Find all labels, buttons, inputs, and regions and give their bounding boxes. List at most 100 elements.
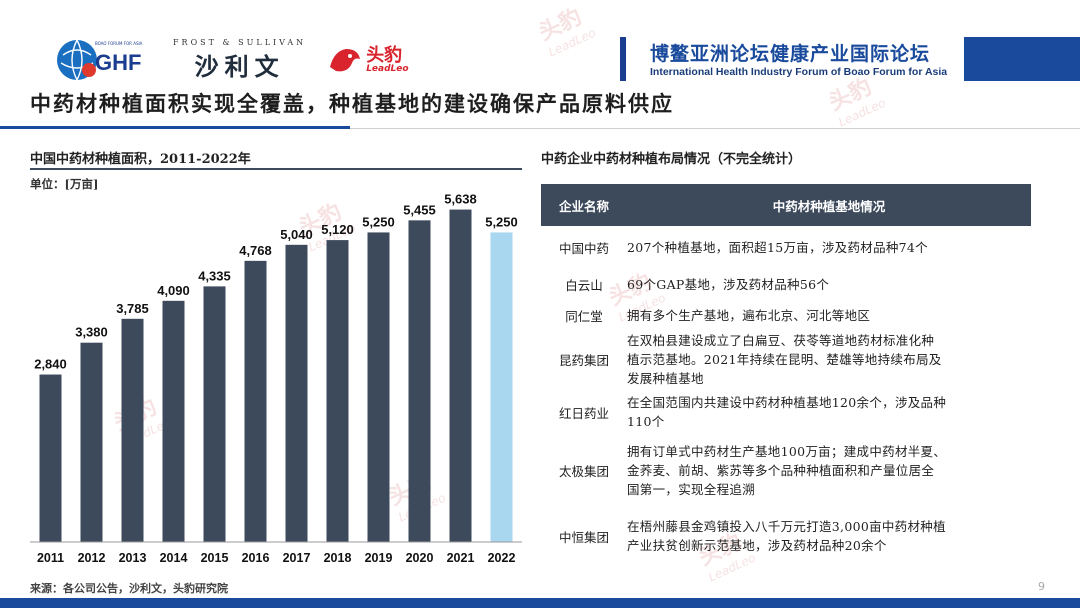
x-tick-label: 2013 (119, 551, 147, 565)
x-tick-label: 2015 (201, 551, 229, 565)
page-number: 9 (1038, 580, 1045, 593)
detail-line: 国第一，实现全程追溯 (627, 481, 756, 497)
detail-line: 拥有订单式中药材生产基地100万亩；建成中药材半夏、 (627, 443, 947, 459)
chart-heading: 中国中药材种植面积，2011-2022年 (30, 152, 251, 167)
source-note: 来源：各公司公告，沙利文，头豹研究院 (30, 582, 228, 595)
x-tick-label: 2020 (406, 551, 434, 565)
data-label: 5,250 (362, 214, 395, 229)
x-tick-label: 2012 (78, 551, 106, 565)
fs-logo-top: FROST & SULLIVAN (173, 38, 307, 47)
data-label: 5,455 (403, 202, 436, 217)
x-tick-label: 2019 (365, 551, 393, 565)
frost-sullivan-logo: FROST & SULLIVAN 沙利文 (173, 38, 306, 82)
bar-2022 (490, 232, 513, 542)
data-label: 5,250 (485, 214, 518, 229)
detail-line: 产业扶贫创新示范基地，涉及药材品种20余个 (627, 538, 887, 553)
company-name: 白云山 (565, 277, 603, 293)
table-row: 中国中药 207个种植基地，面积超15万亩，涉及药材品种74个 (541, 228, 1031, 266)
title-accent (0, 126, 350, 129)
bar-chart: 2,840 2011 3,380 2012 3,785 2013 4,090 2014 4,33… (30, 192, 522, 565)
enterprise-table: 企业名称 中药材种植基地情况 中国中药 207个种植基地，面积超15万亩，涉及药… (541, 184, 1031, 553)
company-detail: 在双柏县建设成立了白扁豆、茯苓等道地药材标准化种 植示范基地。2021年持续在昆… (627, 331, 1031, 388)
leadleo-logo: 头豹 LeadLeo (328, 44, 409, 75)
detail-line: 207个种植基地，面积超15万亩，涉及药材品种74个 (627, 239, 928, 255)
x-tick-label: 2018 (324, 551, 352, 565)
detail-line: 拥有多个生产基地，遍布北京、河北等地区 (627, 307, 871, 323)
company-name: 中国中药 (558, 240, 609, 256)
x-tick-label: 2016 (242, 551, 270, 565)
bar-2019 (367, 232, 390, 542)
forum-bar (620, 37, 626, 81)
bar-2015 (203, 286, 226, 542)
detail-line: 110个 (627, 414, 665, 429)
leopard-icon (330, 49, 361, 72)
company-name: 红日药业 (558, 405, 609, 421)
bar-2017 (285, 244, 308, 543)
company-name: 昆药集团 (558, 352, 609, 368)
data-label: 5,120 (321, 222, 354, 237)
footer-bar (0, 598, 1080, 608)
bar-2018 (326, 240, 349, 542)
data-label: 4,090 (157, 283, 190, 298)
data-label: 4,768 (239, 243, 272, 258)
data-label: 5,638 (444, 192, 477, 207)
table-row: 红日药业 在全国范围内共建设中药材种植基地120余个，涉及品种 110个 (541, 390, 1031, 434)
header-col-detail: 中药材种植基地情况 (772, 198, 886, 214)
detail-line: 植示范基地。2021年持续在昆明、楚雄等地持续布局及 (627, 351, 942, 367)
ghf-logo: BOAO FORUM FOR ASIA GHF (55, 37, 151, 83)
company-detail: 在全国范围内共建设中药材种植基地120余个，涉及品种 110个 (627, 393, 1031, 431)
data-label: 4,335 (198, 268, 231, 283)
forum-banner: 博鳌亚洲论坛健康产业国际论坛 International Health Indu… (620, 37, 1080, 81)
x-tick-label: 2017 (283, 551, 311, 565)
company-detail: 69个GAP基地，涉及药材品种56个 (627, 275, 1031, 294)
data-label: 3,785 (116, 301, 149, 316)
detail-line: 发展种植基地 (627, 370, 704, 386)
bar-2013 (121, 318, 144, 542)
page-title: 中药材种植面积实现全覆盖，种植基地的建设确保产品原料供应 (30, 91, 674, 116)
company-detail: 207个种植基地，面积超15万亩，涉及药材品种74个 (627, 238, 1031, 257)
leadleo-en: LeadLeo (366, 63, 409, 74)
bar-2014 (162, 300, 185, 542)
company-name: 同仁堂 (565, 308, 603, 324)
detail-line: 在双柏县建设成立了白扁豆、茯苓等道地药材标准化种 (627, 332, 935, 348)
table-header: 企业名称 中药材种植基地情况 (541, 184, 1031, 226)
forum-title-cn: 博鳌亚洲论坛健康产业国际论坛 (650, 43, 931, 65)
data-label: 3,380 (75, 325, 108, 340)
bar-2021 (449, 209, 472, 542)
forum-title-en: International Health Industry Forum of B… (650, 66, 948, 78)
leadleo-cn: 头豹 (366, 44, 403, 66)
ghf-text: GHF (95, 50, 142, 75)
table-row: 太极集团 拥有订单式中药材生产基地100万亩；建成中药材半夏、 金荞麦、前胡、紫… (541, 440, 1031, 500)
bar-2012 (80, 342, 103, 542)
table-row: 同仁堂 拥有多个生产基地，遍布北京、河北等地区 (541, 302, 1031, 328)
forum-color-block (964, 37, 1080, 81)
company-name: 中恒集团 (558, 529, 609, 545)
bar-2020 (408, 220, 431, 542)
ghf-caption: BOAO FORUM FOR ASIA (95, 41, 143, 46)
bar-2016 (244, 260, 267, 542)
detail-line: 69个GAP基地，涉及药材品种56个 (627, 276, 830, 292)
table-heading: 中药企业中药材种植布局情况（不完全统计） (541, 152, 802, 167)
company-detail: 在梧州藤县金鸡镇投入八千万元打造3,000亩中药材种植 产业扶贫创新示范基地，涉… (627, 517, 1031, 555)
x-tick-label: 2011 (37, 551, 64, 565)
x-tick-label: 2022 (488, 551, 516, 565)
header-col-name: 企业名称 (558, 198, 609, 214)
data-label: 5,040 (280, 227, 313, 242)
company-detail: 拥有多个生产基地，遍布北京、河北等地区 (627, 306, 1031, 325)
table-row: 白云山 69个GAP基地，涉及药材品种56个 (541, 266, 1031, 302)
detail-line: 在全国范围内共建设中药材种植基地120余个，涉及品种 (627, 395, 947, 410)
company-detail: 拥有订单式中药材生产基地100万亩；建成中药材半夏、 金荞麦、前胡、紫苏等多个品… (627, 442, 1031, 499)
fs-logo-main: 沙利文 (194, 53, 285, 81)
x-tick-label: 2021 (447, 551, 475, 565)
chart-unit: 单位：[万亩] (30, 177, 99, 191)
title-divider (0, 128, 1080, 129)
table-row: 昆药集团 在双柏县建设成立了白扁豆、茯苓等道地药材标准化种 植示范基地。2021… (541, 328, 1031, 390)
header-logos: BOAO FORUM FOR ASIA GHF FROST & SULLIVAN… (55, 36, 409, 84)
x-tick-label: 2014 (160, 551, 188, 565)
data-label: 2,840 (34, 357, 67, 372)
bar-2011 (39, 374, 62, 542)
company-name: 太极集团 (558, 463, 609, 479)
detail-line: 在梧州藤县金鸡镇投入八千万元打造3,000亩中药材种植 (627, 519, 946, 534)
table-row: 中恒集团 在梧州藤县金鸡镇投入八千万元打造3,000亩中药材种植 产业扶贫创新示… (541, 514, 1031, 558)
